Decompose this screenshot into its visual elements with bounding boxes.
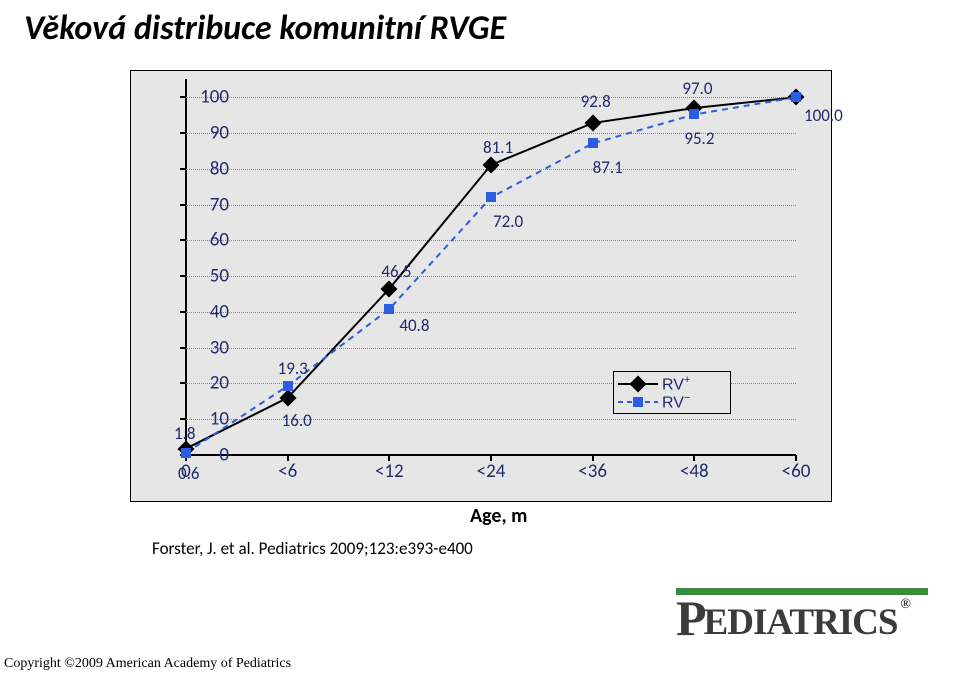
x-tick-label: <24	[477, 460, 506, 483]
logo-rest: EDIATRICS	[704, 601, 898, 644]
legend-label: RV−	[662, 392, 690, 412]
x-tick-label: <60	[782, 460, 811, 483]
legend-swatch	[618, 394, 658, 410]
data-label: 95.2	[684, 128, 714, 149]
page-title: Věková distribuce komunitní RVGE	[24, 8, 506, 49]
x-axis-title: Age, m	[470, 504, 527, 528]
legend: RV+RV−	[613, 371, 731, 414]
logo-word: P EDIATRICS ®	[676, 601, 928, 644]
legend-item: RV−	[618, 393, 726, 411]
data-point	[486, 192, 496, 202]
data-point	[283, 381, 293, 391]
data-point	[791, 92, 801, 102]
x-tick-label: <12	[375, 460, 404, 483]
data-label: 100.0	[804, 105, 843, 126]
legend-swatch	[618, 376, 658, 392]
data-point	[689, 109, 699, 119]
data-point	[588, 138, 598, 148]
chart-container: 01020304050607080901000<6<12<24<36<48<60…	[130, 70, 832, 502]
data-label: 40.8	[399, 315, 429, 336]
logo-letter-p: P	[676, 601, 706, 635]
data-label: 0.6	[178, 463, 200, 484]
logo-bar	[676, 588, 928, 595]
data-point	[181, 448, 191, 458]
copyright-text: Copyright ©2009 American Academy of Pedi…	[4, 656, 291, 672]
x-tick-label: <6	[278, 460, 297, 483]
pediatrics-logo: P EDIATRICS ®	[676, 588, 928, 644]
data-point	[384, 304, 394, 314]
x-tick-label: <48	[680, 460, 709, 483]
registered-icon: ®	[900, 597, 909, 613]
data-label: 19.3	[278, 358, 308, 379]
legend-item: RV+	[618, 375, 726, 393]
data-label: 72.0	[493, 211, 523, 232]
x-tick-label: <36	[578, 460, 607, 483]
citation-text: Forster, J. et al. Pediatrics 2009;123:e…	[152, 538, 473, 559]
data-label: 87.1	[593, 157, 623, 178]
